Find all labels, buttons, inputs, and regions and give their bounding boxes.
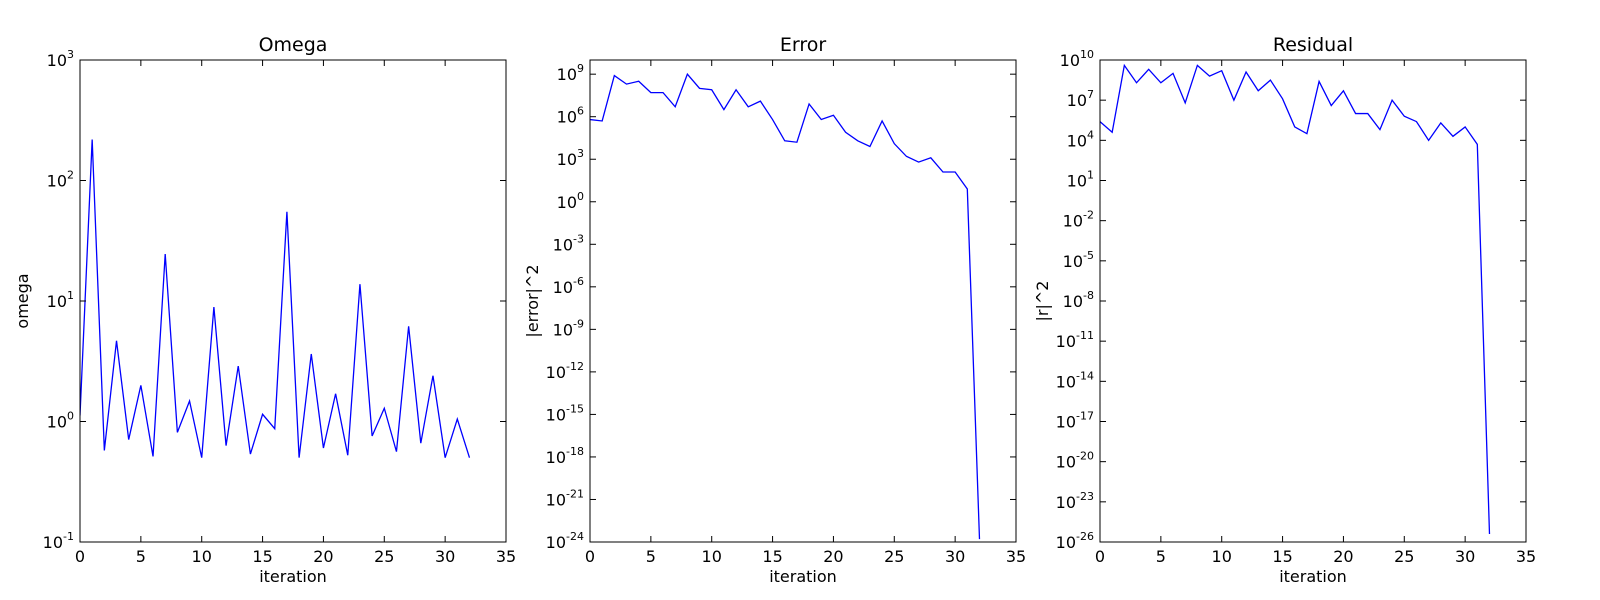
x-tick-label: 20 [823,547,843,566]
chart-panel-1: Omega 0 5 10 15 20 25 30 35 10-1 100 101 102 103 itera… [13,34,516,586]
x-tick-label: 5 [1156,547,1166,566]
chart-title: Omega [259,34,328,56]
x-ticks: 0 5 10 15 20 25 30 35 [585,60,1026,566]
y-tick-label: 101 [47,289,74,311]
y-tick-label: 10-17 [1056,410,1094,432]
x-ticks: 0 5 10 15 20 25 30 35 [75,60,516,566]
y-tick-label: 100 [557,190,584,212]
x-tick-label: 35 [496,547,516,566]
y-tick-label: 10-3 [553,232,584,254]
y-tick-label: 10-18 [546,445,584,467]
y-tick-label: 10-14 [1056,369,1094,391]
x-tick-label: 10 [192,547,212,566]
x-ticks: 0 5 10 15 20 25 30 35 [1095,60,1536,566]
y-ticks: 10-24 10-21 10-18 10-15 10-12 10-9 10-6 10-3 100… [546,62,1016,552]
plot-frame [79,59,507,543]
x-tick-label: 25 [1394,547,1414,566]
y-tick-label: 107 [1067,88,1094,110]
y-tick-label: 1010 [1060,48,1094,70]
x-axis-label: iteration [769,567,837,586]
x-tick-label: 35 [1006,547,1026,566]
x-tick-label: 20 [1333,547,1353,566]
y-tick-label: 10-6 [553,275,584,297]
y-tick-label: 10-1 [43,530,74,552]
chart-title: Residual [1273,34,1353,56]
x-tick-label: 5 [136,547,146,566]
x-tick-label: 10 [1212,547,1232,566]
x-tick-label: 0 [1095,547,1105,566]
y-tick-label: 103 [557,147,584,169]
x-tick-label: 15 [252,547,272,566]
x-tick-label: 5 [646,547,656,566]
x-tick-label: 30 [435,547,455,566]
y-tick-label: 10-9 [553,317,584,339]
y-tick-label: 104 [1067,128,1094,150]
y-tick-label: 10-21 [546,487,584,509]
x-tick-label: 30 [1455,547,1475,566]
plot-frame [1099,59,1527,543]
x-tick-label: 25 [884,547,904,566]
y-ticks: 10-26 10-23 10-20 10-17 10-14 10-11 10-8 10-5 10… [1056,48,1526,552]
plot-frame [589,59,1017,543]
y-tick-label: 10-24 [546,530,584,552]
y-tick-label: 109 [557,62,584,84]
y-tick-label: 106 [557,105,584,127]
x-tick-label: 15 [1272,547,1292,566]
series-line-1 [590,72,981,540]
y-tick-label: 10-12 [546,360,584,382]
chart-title: Error [780,34,827,56]
x-axis-label: iteration [1279,567,1347,586]
y-tick-label: 103 [47,48,74,70]
y-tick-label: 10-11 [1056,329,1094,351]
x-tick-label: 35 [1516,547,1536,566]
y-tick-label: 10-20 [1056,450,1094,472]
y-tick-label: 102 [47,169,74,191]
y-tick-label: 101 [1067,169,1094,191]
x-tick-label: 20 [313,547,333,566]
x-axis-label: iteration [259,567,327,586]
y-ticks: 10-1 100 101 102 103 [43,48,506,552]
x-tick-label: 30 [945,547,965,566]
y-axis-label: omega [13,273,32,328]
y-tick-label: 10-26 [1056,530,1094,552]
x-tick-label: 0 [75,547,85,566]
y-tick-label: 10-23 [1056,490,1094,512]
y-tick-label: 10-2 [1063,209,1094,231]
series-line-1 [1100,63,1491,534]
y-tick-label: 10-8 [1063,289,1094,311]
series-line-1 [80,139,471,458]
x-tick-label: 25 [374,547,394,566]
x-tick-label: 0 [585,547,595,566]
y-axis-label: |error|^2 [523,264,542,337]
x-tick-label: 15 [762,547,782,566]
y-tick-label: 10-5 [1063,249,1094,271]
y-tick-label: 10-15 [546,402,584,424]
x-tick-label: 10 [702,547,722,566]
y-axis-label: |r|^2 [1033,281,1052,322]
y-tick-label: 100 [47,410,74,432]
